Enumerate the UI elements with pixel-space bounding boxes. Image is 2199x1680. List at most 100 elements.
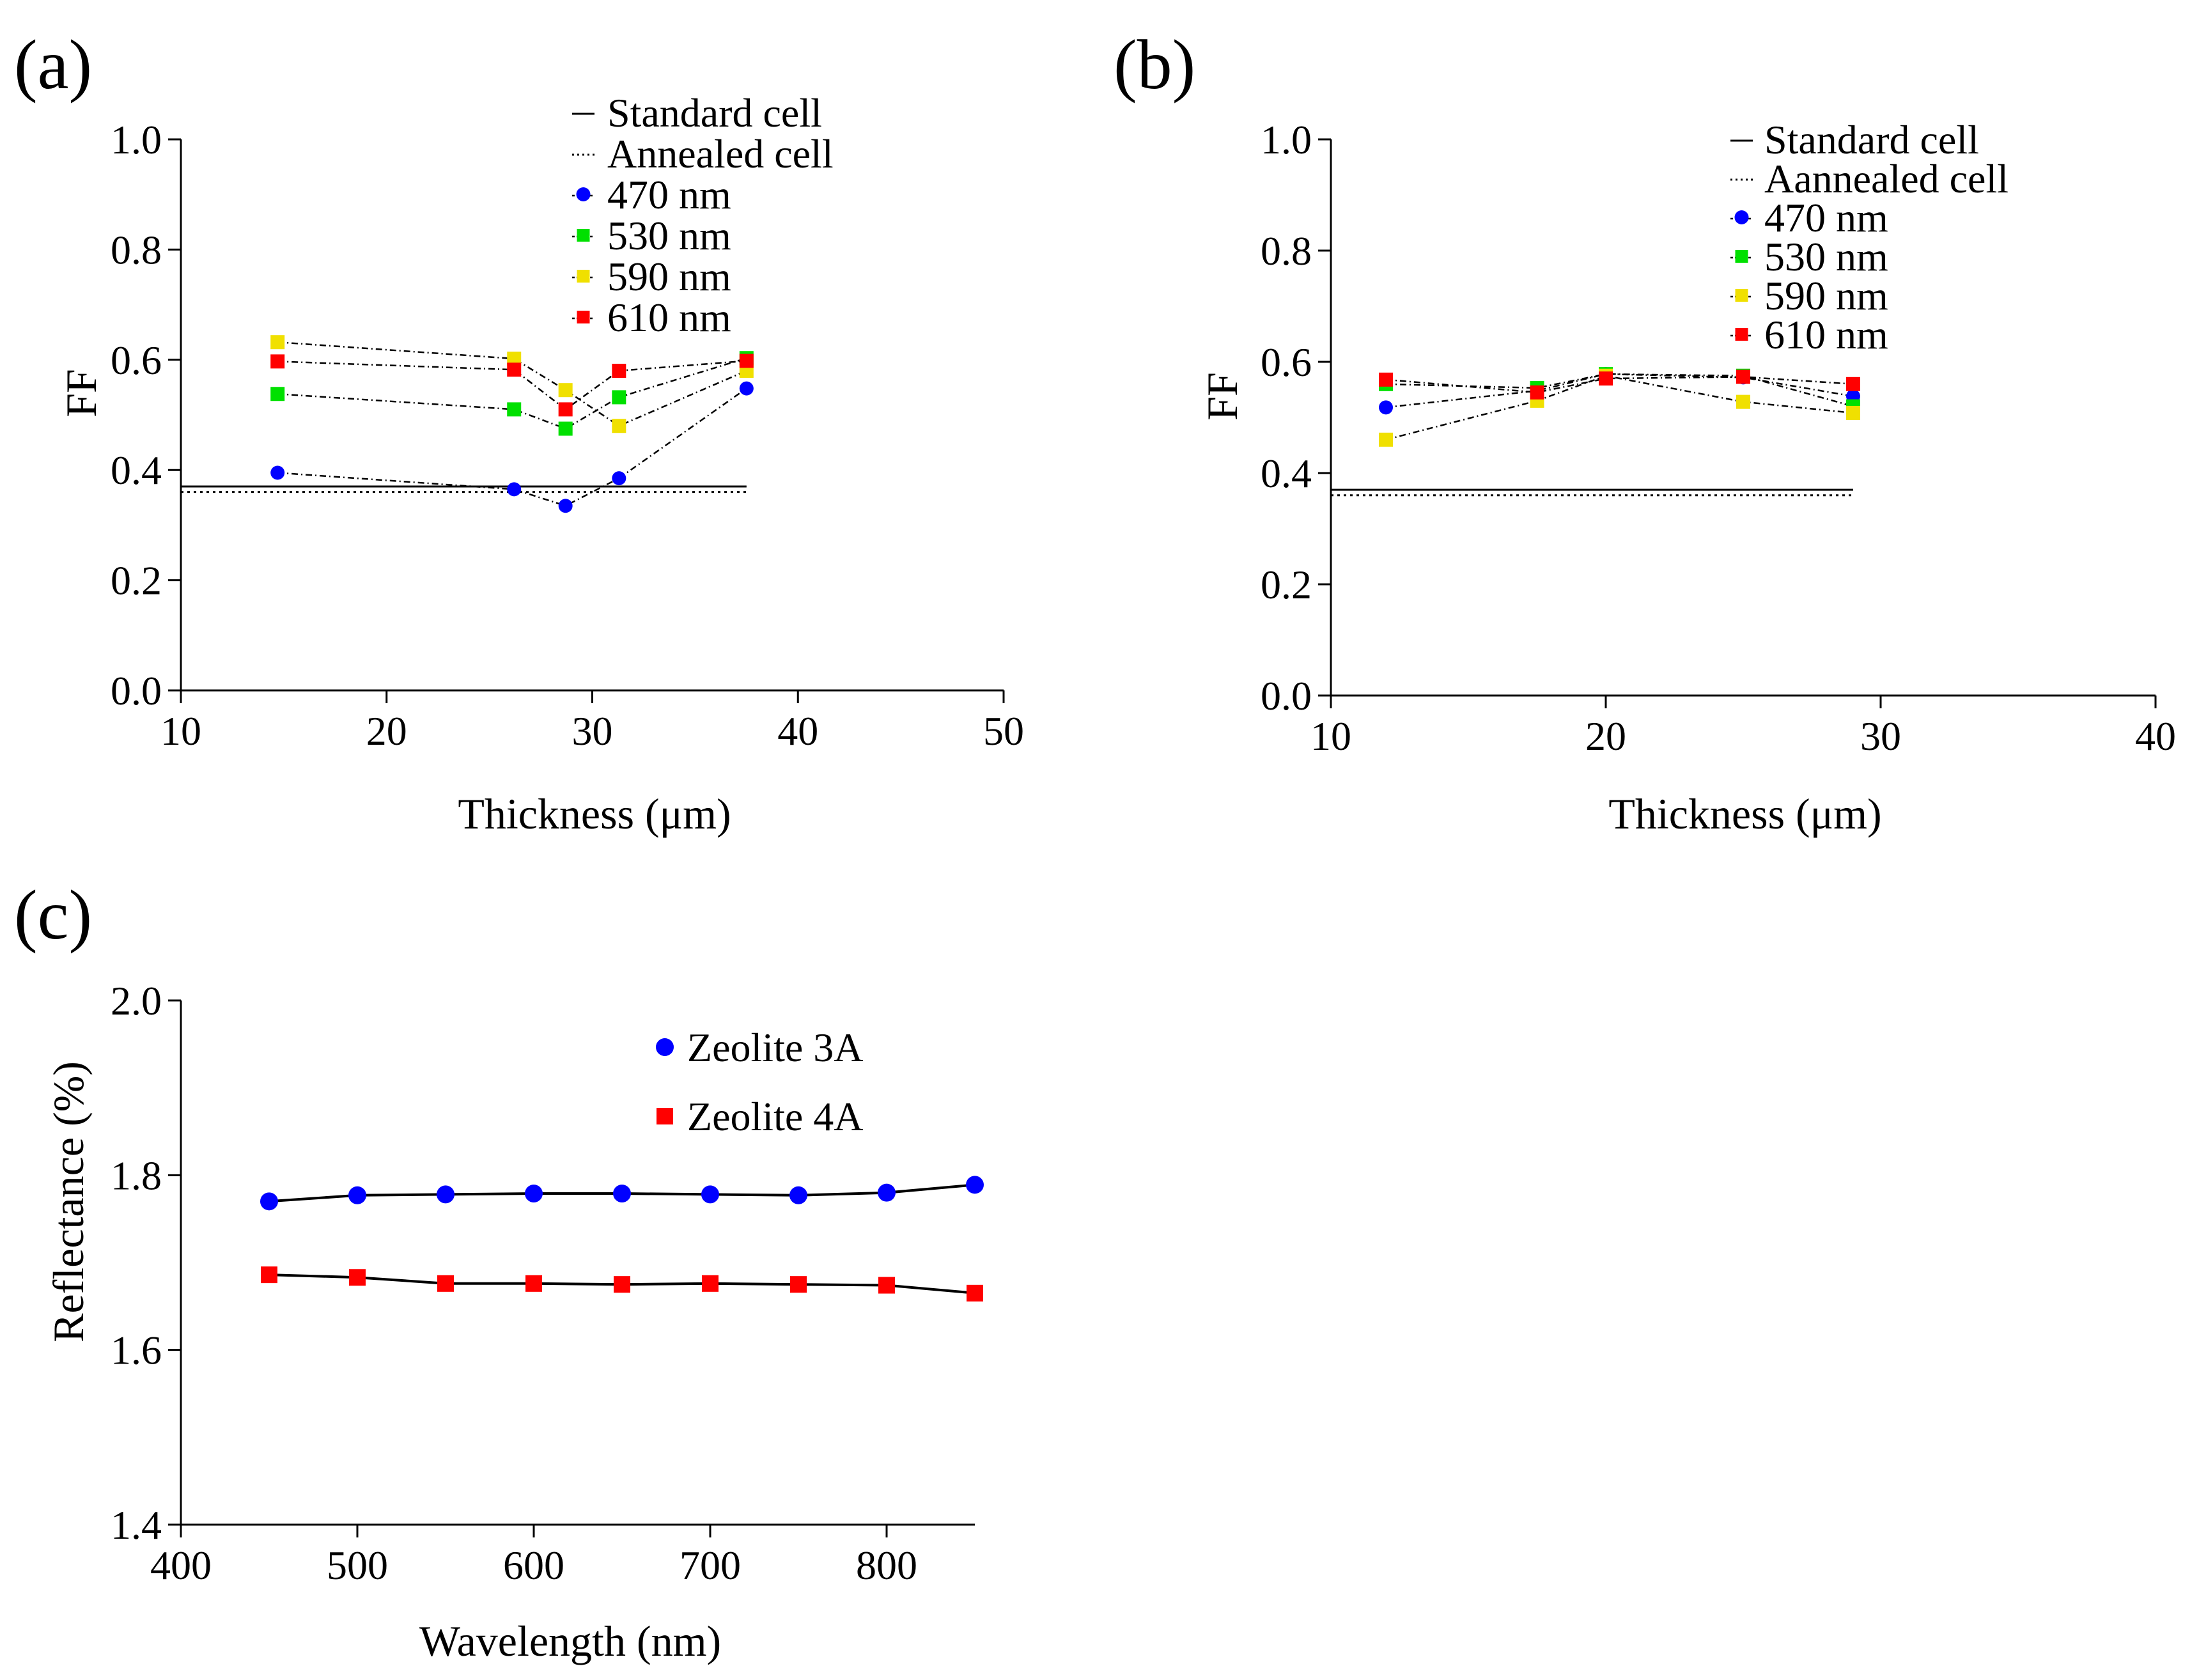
panel-a-data-point [558, 499, 573, 513]
panel-a-x-tick-label: 50 [983, 708, 1024, 754]
panel-c-data-point [525, 1275, 542, 1292]
panel-a-x-tick-label: 30 [572, 708, 613, 754]
panel-b-legend-marker [1735, 250, 1748, 263]
panel-c-y-tick-label: 2.0 [111, 978, 162, 1023]
panel-b-data-point [1846, 406, 1860, 421]
panel-a-data-point [270, 387, 285, 401]
panel-b-y-tick-label: 0.2 [1261, 562, 1312, 607]
panel-a-legend-marker [576, 187, 591, 201]
panel-b-x-tick-label: 20 [1585, 713, 1626, 759]
panel-a-data-point [270, 335, 285, 350]
panel-b-data-point [1379, 432, 1393, 447]
panel-c-x-axis-title: Wavelength (nm) [419, 1617, 721, 1665]
panel-b-y-tick-label: 0.6 [1261, 339, 1312, 385]
panel-c-y-tick-label: 1.6 [111, 1328, 162, 1373]
panel-c-data-point [702, 1275, 719, 1292]
panel-a-data-point [507, 362, 522, 377]
panel-b-series-line [1385, 373, 1854, 408]
panel-a-legend-label: Annealed cell [607, 131, 834, 176]
panel-b-data-point [1846, 377, 1860, 391]
panel-b-data-point [1736, 394, 1750, 409]
panel-c-x-tick-label: 600 [503, 1543, 564, 1588]
panel-a-x-tick-label: 20 [366, 708, 407, 754]
panel-a-data-point [507, 402, 522, 417]
panel-c-legend-marker [657, 1108, 673, 1124]
panel-c-x-tick-label: 400 [150, 1543, 212, 1588]
panel-a-legend-label: 610 nm [607, 295, 731, 340]
panel-a-y-tick-label: 0.0 [111, 668, 162, 713]
panel-a-y-tick-label: 0.2 [111, 558, 162, 603]
panel-b-y-tick-label: 0.8 [1261, 228, 1312, 274]
panel-b-legend-label: 590 nm [1764, 273, 1888, 318]
panel-b-chart: (b) Thickness (μm) FF 0.0 0.2 0.4 0.6 0.8 1.0… [1114, 26, 2176, 838]
panel-b-series-line [1385, 376, 1854, 394]
panel-a-data-point [612, 364, 626, 378]
panel-a-legend-label: Standard cell [607, 90, 822, 136]
panel-a-data-point [612, 419, 626, 433]
panel-c-x-tick-label: 700 [680, 1543, 741, 1588]
panel-b-data-point [1530, 385, 1544, 400]
panel-b-x-tick-label: 10 [1310, 713, 1351, 759]
panel-c-legend-label: Zeolite 3A [687, 1025, 863, 1070]
panel-c-legend-marker [656, 1038, 674, 1056]
panel-a-x-axis-title: Thickness (μm) [458, 789, 731, 838]
panel-a-data-point [558, 421, 573, 436]
panel-a-data-point [270, 354, 285, 369]
panel-a-data-point [739, 354, 754, 368]
panel-b-y-tick-label: 0.4 [1261, 451, 1312, 496]
panel-b-legend-label: 530 nm [1764, 234, 1888, 279]
panel-b-label: (b) [1114, 26, 1195, 104]
panel-c-data-point [789, 1186, 807, 1204]
panel-a-label: (a) [14, 26, 92, 104]
panel-c-data-point [614, 1276, 630, 1293]
panel-a-x-tick-label: 10 [160, 708, 201, 754]
panel-b-legend-marker [1735, 289, 1748, 302]
panel-c-data-point [348, 1186, 366, 1204]
panel-b-legend-label: 470 nm [1764, 195, 1888, 240]
panel-c-data-point [437, 1275, 454, 1292]
panel-a-legend-marker [577, 311, 590, 323]
panel-c-data-point [878, 1183, 896, 1202]
panel-c-x-tick-label: 800 [856, 1543, 917, 1588]
panel-b-x-tick-label: 30 [1860, 713, 1901, 759]
panel-a-legend-label: 590 nm [607, 254, 731, 299]
panel-c-y-tick-label: 1.8 [111, 1153, 162, 1198]
panel-c-data-point [613, 1185, 631, 1203]
panel-a-y-tick-label: 0.6 [111, 338, 162, 383]
panel-c-data-point [701, 1185, 719, 1204]
panel-c-data-point [349, 1269, 366, 1286]
panel-b-legend-marker [1734, 210, 1749, 224]
panel-a-data-point [270, 465, 285, 480]
panel-a-y-tick-label: 1.0 [111, 117, 162, 162]
panel-a-legend-marker [577, 270, 590, 283]
panel-b-y-axis-title: FF [1198, 372, 1247, 421]
panel-c-chart: (c) Wavelength (nm) Reflectance (%) 1.4 1… [14, 876, 984, 1665]
panel-c-data-point [437, 1185, 455, 1204]
panel-c-data-point [966, 1176, 984, 1194]
panel-a-legend-marker [577, 229, 590, 242]
panel-b-y-tick-label: 1.0 [1261, 117, 1312, 162]
panel-b-data-point [1736, 369, 1750, 384]
panel-b-data-point [1599, 371, 1613, 386]
panel-a-y-axis-title: FF [57, 369, 105, 417]
panel-a-data-point [612, 471, 626, 486]
panel-c-y-tick-label: 1.4 [111, 1502, 162, 1548]
panel-a-legend-label: 470 nm [607, 172, 731, 217]
panel-c-data-point [878, 1277, 895, 1294]
panel-a-data-point [507, 482, 522, 497]
panel-c-y-axis-title: Reflectance (%) [44, 1061, 93, 1342]
panel-b-legend-label: Aannealed cell [1764, 156, 2009, 201]
panel-b-x-axis-title: Thickness (μm) [1608, 789, 1881, 838]
panel-a-legend-label: 530 nm [607, 213, 731, 258]
panel-a-data-point [739, 381, 754, 396]
panel-b-x-tick-label: 40 [2135, 713, 2176, 759]
panel-b-data-point [1379, 372, 1393, 387]
panel-b-data-point [1379, 400, 1393, 415]
panel-a-chart: (a) Thickness (μm) FF 0.0 0.2 0.4 0.6 0.8 1.0… [14, 26, 1024, 838]
panel-a-y-tick-label: 0.8 [111, 227, 162, 272]
panel-a-y-tick-label: 0.4 [111, 447, 162, 493]
panel-c-data-point [261, 1266, 277, 1284]
panel-b-legend-label: Standard cell [1764, 117, 1979, 162]
panel-b-legend-label: 610 nm [1764, 312, 1888, 357]
